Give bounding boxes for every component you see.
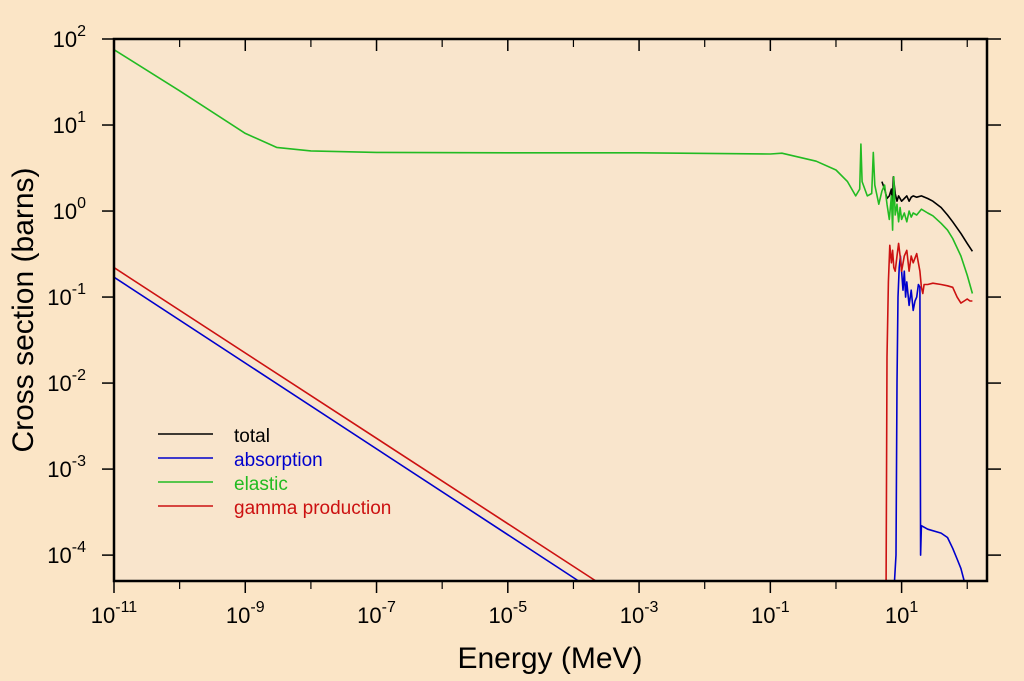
y-tick-label: 101 [53,109,86,138]
x-tick-label: 10-11 [91,599,138,628]
y-tick-label: 10-3 [47,453,86,482]
x-tick-label: 10-5 [488,599,527,628]
plot-area [114,39,987,581]
x-tick-label: 10-1 [751,599,790,628]
series-line-elastic [113,49,974,294]
y-axis-label: Cross section (barns) [7,167,40,452]
y-tick-label: 102 [53,23,86,52]
legend: total absorption elastic gamma production [158,426,391,519]
x-tick-label: 10-9 [226,599,265,628]
series-line-total [881,176,974,252]
x-tick-label: 10-7 [357,599,396,628]
y-tick-label: 100 [53,195,86,224]
x-tick-label: 10-3 [620,599,659,628]
x-axis-label: Energy (MeV) [457,642,642,675]
plot-frame [112,37,989,583]
legend-label: absorption [234,450,323,471]
series-line-absorption [113,276,580,582]
series-line-gamma-production [113,242,973,582]
legend-label: total [234,426,270,447]
legend-label: gamma production [234,498,391,519]
x-tick-label: 101 [885,599,918,628]
y-tick-label: 10-4 [47,539,86,568]
y-tick-label: 10-2 [47,367,86,396]
legend-label: elastic [234,474,288,495]
series-line-absorption-highE [893,255,965,582]
series-layer [113,49,974,582]
y-tick-label: 10-1 [47,281,86,310]
